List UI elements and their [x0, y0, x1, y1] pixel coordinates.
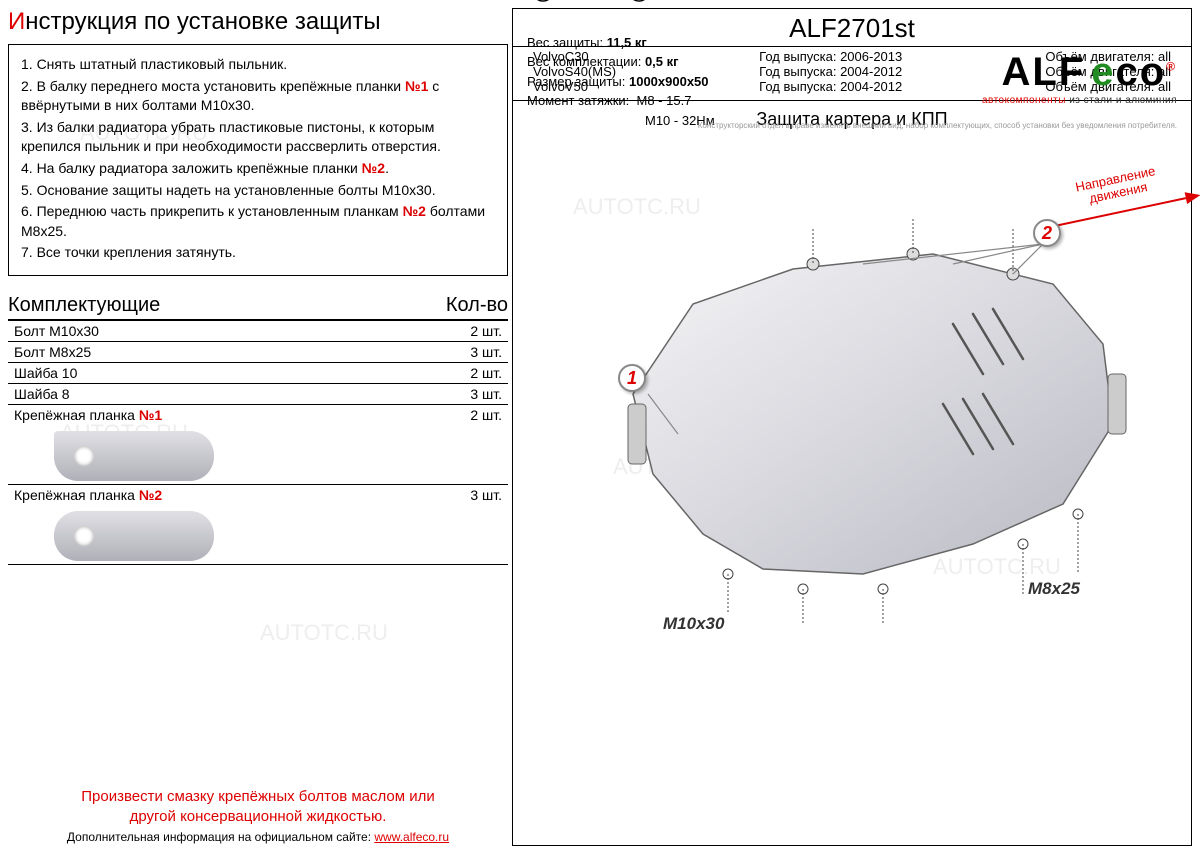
bracket-1-icon: [54, 431, 214, 481]
fine-print: Конструкторский отдел в праве изменять в…: [698, 121, 1177, 130]
table-row: Шайба 83 шт.: [8, 383, 508, 404]
specs-block: Вес защиты: 11,5 кг Вес комплектации: 0,…: [527, 33, 715, 131]
callout-1: 1: [618, 364, 646, 392]
bracket-2-icon: [54, 511, 214, 561]
footer-note: Произвести смазку крепёжных болтов масло…: [8, 767, 508, 846]
skid-plate-diagram: [513, 174, 1193, 624]
instructions-box: 1. Снять штатный пластиковый пыльник. 2.…: [8, 44, 508, 276]
table-row: Крепёжная планка №1 2 шт.: [8, 404, 508, 484]
bolt-label-m8: M8x25: [1028, 579, 1080, 599]
components-header: Комплектующие Кол-во: [8, 294, 508, 321]
website-link[interactable]: www.alfeco.ru: [374, 830, 449, 844]
table-row: Шайба 102 шт.: [8, 362, 508, 383]
wrench-icon: [531, 0, 651, 4]
table-row: Крепёжная планка №2 3 шт.: [8, 484, 508, 564]
instructions-title: Инструкция по установке защиты: [8, 8, 508, 36]
components-table: Болт М10х302 шт. Болт М8х253 шт. Шайба 1…: [8, 321, 508, 565]
table-row: Болт М10х302 шт.: [8, 321, 508, 342]
bolt-label-m10: M10x30: [663, 614, 724, 634]
callout-2: 2: [1033, 219, 1061, 247]
table-row: Болт М8х253 шт.: [8, 341, 508, 362]
brand-logo: ALFeco® автокомпоненты из стали и алюмин…: [982, 50, 1177, 106]
